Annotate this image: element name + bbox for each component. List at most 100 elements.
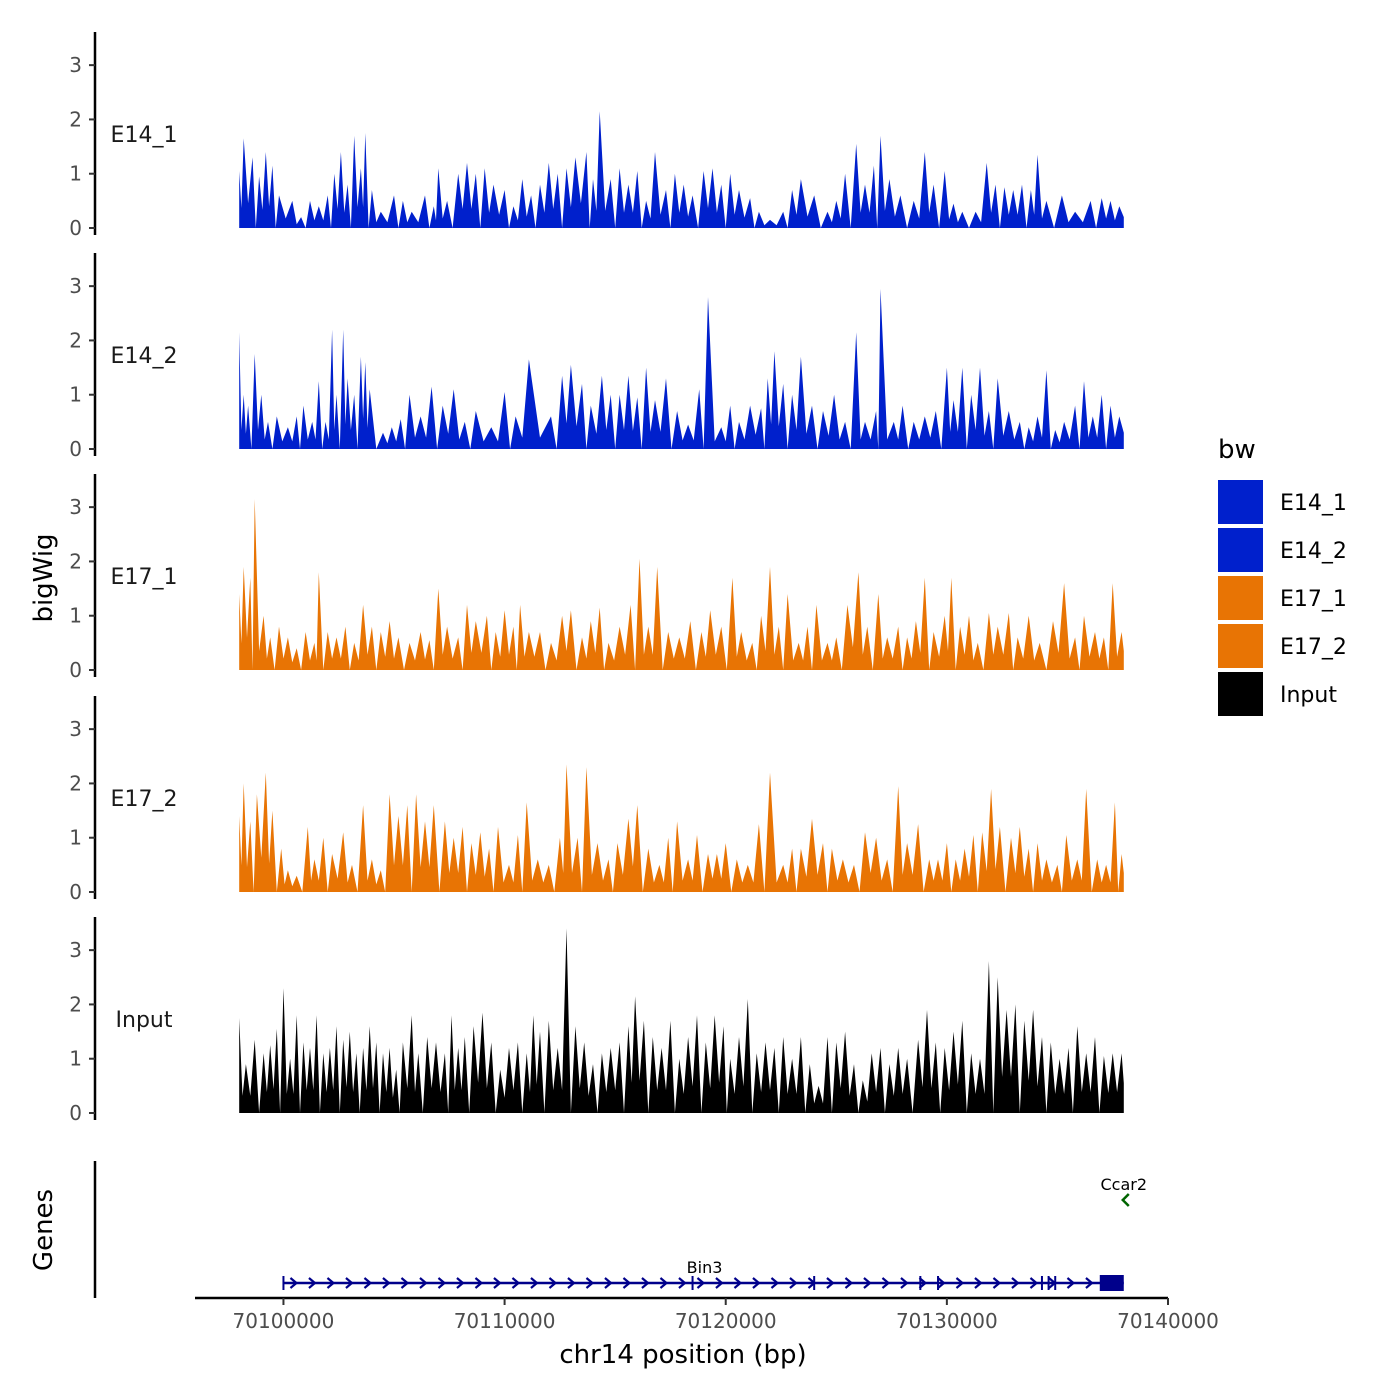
facet-label-E17_2: E17_2: [111, 787, 178, 812]
gene-label-Bin3: Bin3: [687, 1258, 723, 1277]
gene-Ccar2: Ccar2: [1101, 1175, 1148, 1207]
y-tick-label-E17_1-3: 3: [69, 495, 82, 519]
area-E17_1: [239, 499, 1124, 670]
gene-Bin3: Bin3: [282, 1258, 1124, 1291]
x-tick-label-70140000: 70140000: [1117, 1309, 1219, 1333]
strand-arrow: [456, 1277, 465, 1289]
strand-arrow: [863, 1277, 872, 1289]
strand-arrow: [752, 1277, 761, 1289]
y-tick-label-Input-2: 2: [69, 992, 82, 1016]
strand-arrow: [696, 1277, 706, 1289]
strand-arrow: [733, 1277, 743, 1289]
y-tick-label-Input-3: 3: [69, 938, 82, 962]
bigwig-tracks: 0 1 2 3 E14_1 0 1 2 3 E14_2 0 1 2 3 E17_1 0 1 2 3 E17_2 0 1 2 3…: [69, 32, 1124, 1125]
y-tick-label-E14_2-2: 2: [69, 328, 82, 352]
y-tick-label-E14_1-0: 0: [69, 216, 82, 240]
strand-arrow: [678, 1277, 687, 1289]
legend-label-Input: Input: [1280, 683, 1337, 708]
strand-arrow: [419, 1277, 428, 1289]
area-E17_2: [239, 764, 1124, 892]
x-tick-label-70130000: 70130000: [896, 1309, 998, 1333]
strand-arrow: [826, 1277, 835, 1289]
legend-title: bw: [1218, 435, 1256, 465]
gene-label-Ccar2: Ccar2: [1101, 1175, 1148, 1194]
strand-arrow: [511, 1277, 521, 1289]
strand-arrow: [493, 1277, 502, 1289]
y-tick-label-E17_2-1: 1: [69, 826, 82, 850]
genes-panel: Bin3 Ccar2: [93, 1161, 1148, 1298]
strand-arrow: [1085, 1277, 1094, 1289]
legend-label-E14_1: E14_1: [1280, 491, 1347, 516]
track-E14_1: 0 1 2 3 E14_1: [69, 32, 1124, 240]
strand-arrow: [992, 1277, 1002, 1289]
strand-arrow: [345, 1277, 354, 1289]
strand-arrow: [622, 1277, 632, 1289]
strand-arrow: [770, 1277, 780, 1289]
legend-label-E17_2: E17_2: [1280, 635, 1347, 660]
strand-arrow: [1066, 1277, 1076, 1289]
strand-arrow: [900, 1277, 909, 1289]
strand-arrow: [659, 1277, 669, 1289]
strand-arrow-Ccar2: [1121, 1193, 1130, 1207]
y-tick-label-E14_1-1: 1: [69, 162, 82, 186]
track-E14_2: 0 1 2 3 E14_2: [69, 253, 1124, 461]
y-tick-label-E14_2-1: 1: [69, 383, 82, 407]
legend-key-E14_1: [1218, 480, 1263, 524]
strand-arrow: [585, 1277, 595, 1289]
legend-label-E14_2: E14_2: [1280, 539, 1347, 564]
area-Input: [239, 928, 1124, 1113]
legend-key-E17_2: [1218, 624, 1263, 668]
y-axis-title-genes: Genes: [29, 1189, 59, 1271]
x-tick-label-70100000: 70100000: [233, 1309, 335, 1333]
area-E14_1: [239, 111, 1124, 228]
facet-label-Input: Input: [116, 1008, 173, 1033]
facet-label-E17_1: E17_1: [111, 565, 178, 590]
facet-label-E14_1: E14_1: [111, 123, 178, 148]
y-tick-label-E14_1-3: 3: [69, 53, 82, 77]
y-tick-label-E17_1-0: 0: [69, 658, 82, 682]
strand-arrow: [641, 1277, 650, 1289]
y-tick-label-E14_2-3: 3: [69, 274, 82, 298]
legend-key-E17_1: [1218, 576, 1263, 620]
track-Input: 0 1 2 3 Input: [69, 917, 1124, 1125]
y-tick-label-E17_2-2: 2: [69, 771, 82, 795]
strand-arrow: [715, 1277, 724, 1289]
strand-arrow: [308, 1277, 317, 1289]
strand-arrow: [474, 1277, 484, 1289]
strand-arrow: [937, 1277, 946, 1289]
y-tick-label-Input-0: 0: [69, 1101, 82, 1125]
strand-arrow: [530, 1277, 539, 1289]
strand-arrow: [955, 1277, 965, 1289]
track-E17_1: 0 1 2 3 E17_1: [69, 474, 1124, 682]
strand-arrow: [1011, 1277, 1020, 1289]
legend-key-Input: [1218, 672, 1263, 716]
strand-arrow: [289, 1277, 299, 1289]
legend-key-E14_2: [1218, 528, 1263, 572]
x-tick-label-70120000: 70120000: [675, 1309, 777, 1333]
y-axis-title-bigwig: bigWig: [29, 533, 59, 622]
strand-arrow: [881, 1277, 891, 1289]
y-tick-label-E17_1-2: 2: [69, 549, 82, 573]
strand-arrow: [400, 1277, 410, 1289]
x-tick-label-70110000: 70110000: [454, 1309, 556, 1333]
strand-arrow: [974, 1277, 983, 1289]
track-E17_2: 0 1 2 3 E17_2: [69, 696, 1124, 904]
strand-arrow: [604, 1277, 613, 1289]
strand-arrow: [1029, 1277, 1039, 1289]
facet-label-E14_2: E14_2: [111, 344, 178, 369]
strand-arrow: [326, 1277, 336, 1289]
x-axis-title: chr14 position (bp): [559, 1340, 806, 1370]
y-tick-label-E17_1-1: 1: [69, 604, 82, 628]
strand-arrow: [548, 1277, 558, 1289]
legend: bw E14_1 E14_2 E17_1 E17_2 Input: [1218, 435, 1347, 716]
strand-arrow: [382, 1277, 391, 1289]
strand-arrow: [363, 1277, 373, 1289]
strand-arrow: [918, 1277, 928, 1289]
y-tick-label-E17_2-3: 3: [69, 717, 82, 741]
y-tick-label-Input-1: 1: [69, 1047, 82, 1071]
y-tick-label-E17_2-0: 0: [69, 880, 82, 904]
strand-arrow: [567, 1277, 576, 1289]
exon-block-Bin3: [1099, 1275, 1124, 1291]
strand-arrow: [844, 1277, 854, 1289]
